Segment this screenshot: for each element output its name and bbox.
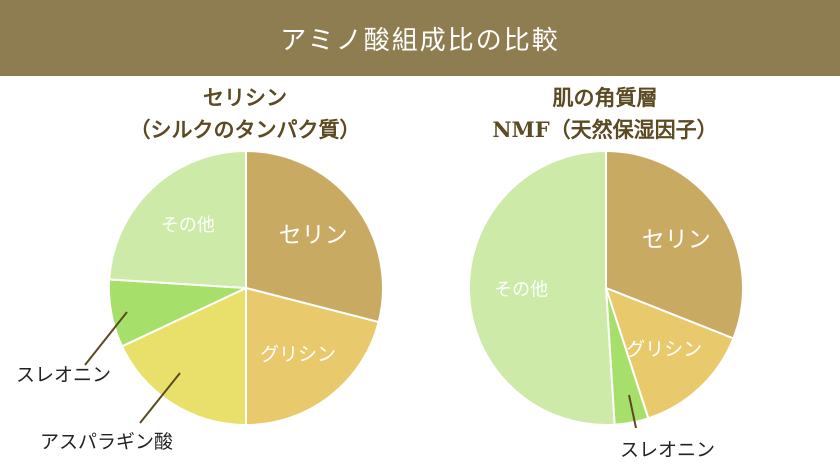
sericin-slice-aspartic-acid (120, 286, 247, 427)
chart-title-nmf: 肌の角質層 NMF（天然保湿因子） (465, 82, 745, 146)
sericin-slice-other (108, 149, 247, 290)
nmf-slice-other (468, 149, 616, 426)
sericin-label-aspartic-acid: アスパラギン酸 (40, 431, 173, 453)
sericin-label-other: その他 (161, 215, 215, 236)
sericin-leader-threonine (84, 311, 128, 366)
nmf-label-other: その他 (494, 280, 548, 301)
nmf-label-glycine: グリシン (626, 338, 702, 360)
nmf-label-threonine: スレオニン (620, 439, 715, 461)
chart-title-sericin: セリシン （シルクのタンパク質） (105, 82, 385, 146)
sericin-label-serine: セリン (279, 222, 348, 248)
chart-title-sericin-line1: セリシン (203, 85, 287, 110)
page-title: アミノ酸組成比の比較 (280, 25, 560, 56)
sericin-label-threonine: スレオニン (16, 364, 111, 386)
chart-title-nmf-line1: 肌の角質層 (552, 85, 658, 110)
chart-title-sericin-line2: （シルクのタンパク質） (129, 117, 361, 142)
nmf-leader-threonine (628, 394, 637, 429)
sericin-leader-aspartic-acid (139, 372, 181, 424)
nmf-label-serine: セリン (642, 227, 711, 253)
header-bar: アミノ酸組成比の比較 (0, 0, 840, 76)
sericin-label-glycine: グリシン (260, 344, 336, 366)
sericin-slice-glycine (245, 286, 380, 427)
sericin-slice-serine (245, 149, 384, 324)
nmf-slice-serine (605, 149, 744, 340)
chart-title-nmf-line2: NMF（天然保湿因子） (492, 117, 718, 142)
